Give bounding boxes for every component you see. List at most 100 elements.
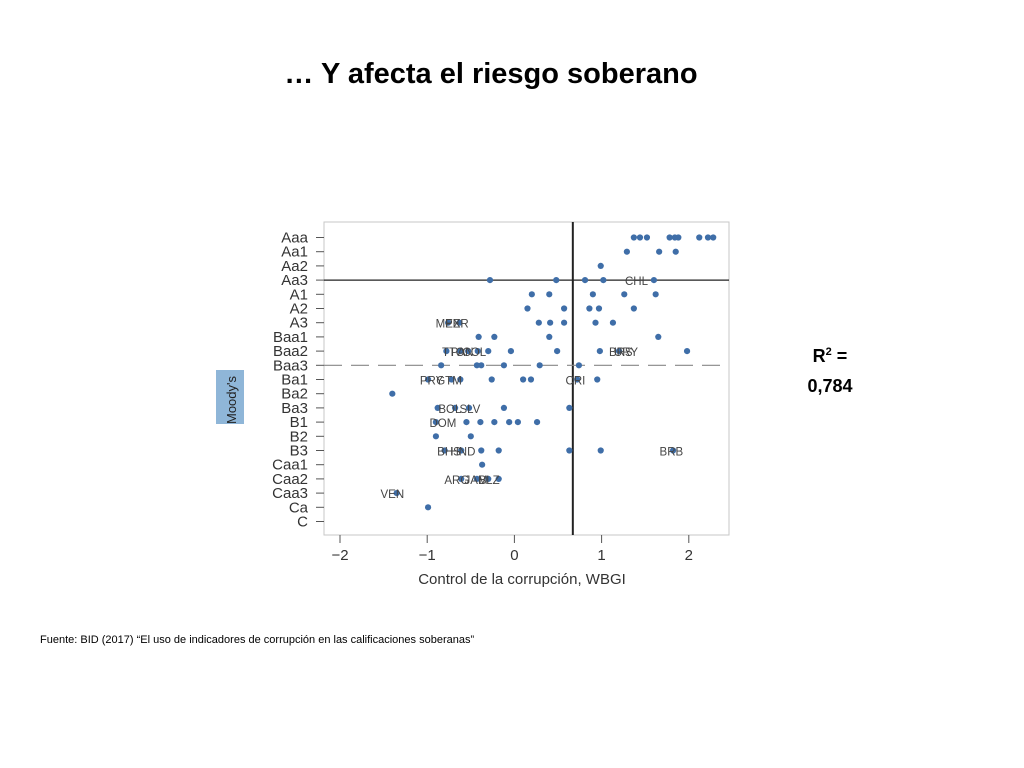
y-tick-label: A3 bbox=[290, 315, 308, 332]
data-point bbox=[456, 319, 463, 326]
data-point bbox=[443, 348, 450, 355]
y-tick-label: B2 bbox=[290, 428, 308, 445]
plot-frame bbox=[323, 221, 730, 536]
x-tick-label: 1 bbox=[597, 547, 605, 564]
data-point bbox=[566, 447, 573, 454]
country-label: COL bbox=[462, 347, 486, 359]
y-tick-label: Caa3 bbox=[272, 485, 308, 502]
data-point bbox=[485, 348, 492, 355]
country-label: BHS bbox=[437, 447, 461, 459]
data-point bbox=[485, 475, 492, 482]
country-label: PAN bbox=[451, 347, 474, 359]
country-label: JAM bbox=[465, 475, 488, 487]
data-point bbox=[465, 348, 472, 355]
x-tick-label: 2 bbox=[685, 547, 693, 564]
data-point bbox=[528, 291, 535, 298]
country-label: BRS bbox=[609, 347, 633, 359]
y-tick-label: C bbox=[297, 514, 308, 531]
data-point bbox=[594, 376, 601, 383]
data-point bbox=[514, 419, 521, 426]
plot-border bbox=[323, 221, 730, 536]
y-axis: AaaAa1Aa2Aa3A1A2A3Baa1Baa2Baa3Ba1Ba2Ba3B… bbox=[272, 230, 324, 531]
data-point bbox=[586, 305, 593, 312]
data-point bbox=[671, 234, 678, 241]
data-point bbox=[704, 234, 712, 241]
data-point bbox=[457, 348, 464, 355]
data-point bbox=[597, 447, 604, 454]
data-point bbox=[535, 319, 542, 326]
y-tick-label: Aa3 bbox=[281, 272, 308, 289]
y-tick-label: Baa2 bbox=[273, 343, 308, 360]
r2-equals: = bbox=[831, 346, 848, 366]
country-label: URY bbox=[614, 347, 638, 359]
data-point bbox=[666, 234, 673, 241]
data-point bbox=[589, 291, 596, 298]
country-label: ARG bbox=[444, 475, 469, 487]
country-label: PRY bbox=[420, 376, 444, 388]
y-tick-label: Ba1 bbox=[281, 372, 308, 389]
data-point bbox=[465, 404, 473, 411]
data-point bbox=[393, 490, 400, 497]
data-point bbox=[597, 262, 604, 269]
data-point bbox=[575, 362, 583, 369]
reference-lines bbox=[324, 222, 729, 535]
r-squared-annotation: R2 = 0,784 bbox=[780, 337, 880, 401]
data-point bbox=[520, 376, 527, 383]
data-point bbox=[491, 419, 498, 426]
country-label: HND bbox=[450, 447, 475, 459]
y-tick-label: Aa2 bbox=[281, 258, 308, 275]
data-point bbox=[581, 277, 589, 284]
data-point bbox=[546, 291, 553, 298]
data-point bbox=[670, 447, 677, 454]
country-label: GTM bbox=[436, 376, 462, 388]
x-tick-label: −1 bbox=[419, 547, 436, 564]
data-point bbox=[683, 348, 691, 355]
r2-value: 0,784 bbox=[807, 376, 853, 396]
y-tick-label: A2 bbox=[290, 301, 308, 318]
data-point bbox=[506, 419, 513, 426]
data-points bbox=[389, 234, 717, 511]
y-tick-label: Caa1 bbox=[272, 457, 308, 474]
y-tick-label: Aa1 bbox=[281, 244, 308, 261]
data-point bbox=[710, 234, 717, 241]
data-point bbox=[672, 248, 679, 255]
y-tick-label: Ca bbox=[289, 499, 309, 516]
data-point bbox=[389, 390, 396, 397]
country-label: VEN bbox=[380, 489, 404, 501]
data-point bbox=[474, 348, 481, 355]
data-point bbox=[561, 319, 568, 326]
data-point bbox=[434, 404, 441, 411]
data-point bbox=[500, 404, 508, 411]
data-point bbox=[477, 419, 484, 426]
data-point bbox=[533, 419, 541, 426]
data-point bbox=[621, 291, 628, 298]
data-point bbox=[546, 333, 553, 340]
data-point bbox=[424, 504, 432, 511]
data-point bbox=[500, 362, 508, 369]
data-point bbox=[432, 433, 440, 440]
data-point bbox=[452, 404, 459, 411]
y-axis-title-text: Moody's bbox=[224, 375, 239, 424]
x-axis-title: Control de la corrupción, WBGI bbox=[418, 571, 626, 588]
y-tick-label: A1 bbox=[290, 286, 308, 303]
country-label: CHL bbox=[625, 276, 649, 288]
data-point bbox=[478, 447, 485, 454]
data-point bbox=[553, 277, 560, 284]
data-point bbox=[475, 333, 482, 340]
data-point bbox=[448, 376, 455, 383]
country-label: BRB bbox=[660, 447, 684, 459]
data-point bbox=[574, 376, 581, 383]
x-tick-label: 0 bbox=[510, 547, 518, 564]
data-point bbox=[445, 319, 452, 326]
x-axis: −2 −1 0 1 2 bbox=[331, 535, 693, 564]
country-label: BOL bbox=[438, 404, 462, 416]
country-label: DOM bbox=[429, 418, 456, 430]
y-tick-label: Ba3 bbox=[281, 400, 308, 417]
y-axis-title: Moody's bbox=[216, 370, 244, 424]
data-point bbox=[495, 447, 502, 454]
data-point bbox=[467, 433, 474, 440]
data-point bbox=[623, 248, 630, 255]
data-point bbox=[473, 475, 481, 482]
